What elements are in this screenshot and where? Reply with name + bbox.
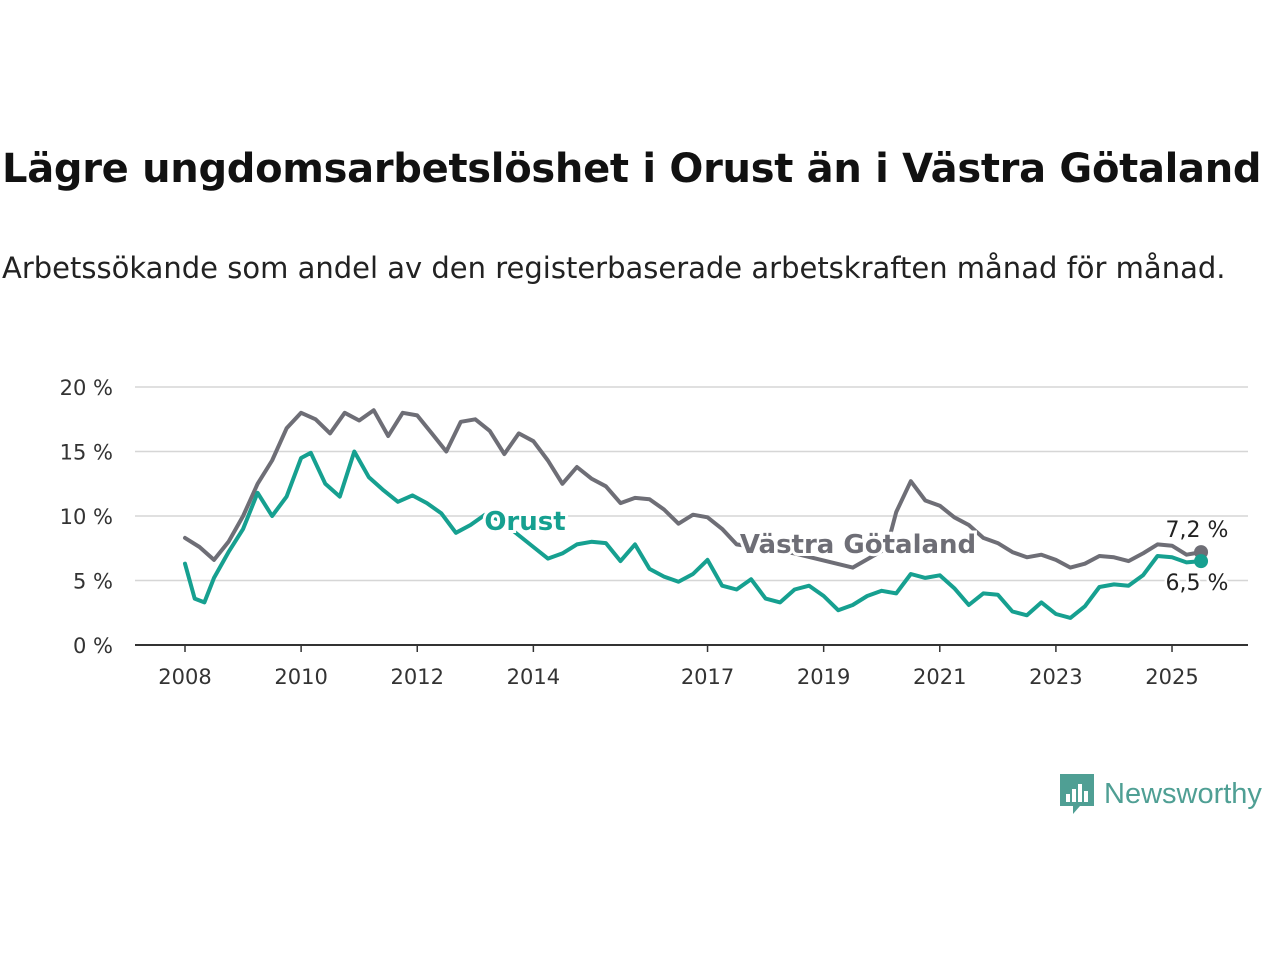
end-value-label-orust: 6,5 % xyxy=(1166,571,1229,596)
x-tick-label: 2021 xyxy=(913,665,966,689)
x-tick-label: 2019 xyxy=(797,665,850,689)
bar-chart-speech-bubble-icon xyxy=(1060,774,1094,814)
x-tick-label: 2010 xyxy=(274,665,327,689)
end-point-marker-orust xyxy=(1194,554,1209,569)
brand-name: Newsworthy xyxy=(1104,777,1262,810)
series-line-orust xyxy=(183,449,1204,620)
end-value-label-vastra-gotaland: 7,2 % xyxy=(1166,518,1229,543)
newsworthy-logo: Newsworthy xyxy=(1058,772,1262,816)
x-tick-label: 2012 xyxy=(391,665,444,689)
x-tick-label: 2014 xyxy=(507,665,560,689)
series-label-orust: Orust xyxy=(484,507,565,537)
series-label-vastra-gotaland: Västra Götaland xyxy=(740,530,976,560)
axes: 0 % 5 % 10 % 15 % 20 % 2008 2010 2012 2014 2017 20… xyxy=(60,376,1248,689)
y-tick-label: 0 % xyxy=(73,634,113,658)
grid-lines xyxy=(135,386,1248,582)
y-tick-label: 20 % xyxy=(60,376,113,400)
series-line-v-stra-g-taland xyxy=(183,408,1204,570)
series-lines xyxy=(183,408,1209,620)
x-tick-label: 2023 xyxy=(1029,665,1082,689)
x-tick-label: 2008 xyxy=(158,665,211,689)
x-tick-label: 2017 xyxy=(681,665,734,689)
series-labels: Västra Götaland Orust 7,2 % 6,5 % xyxy=(481,504,1231,599)
chart-subtitle: Arbetssökande som andel av den registerb… xyxy=(2,251,1226,285)
y-tick-label: 5 % xyxy=(73,570,113,594)
x-tick-label: 2025 xyxy=(1145,665,1198,689)
chart-title: Lägre ungdomsarbetslöshet i Orust än i V… xyxy=(2,146,1262,192)
y-tick-label: 10 % xyxy=(60,505,113,529)
y-tick-label: 15 % xyxy=(60,441,113,465)
